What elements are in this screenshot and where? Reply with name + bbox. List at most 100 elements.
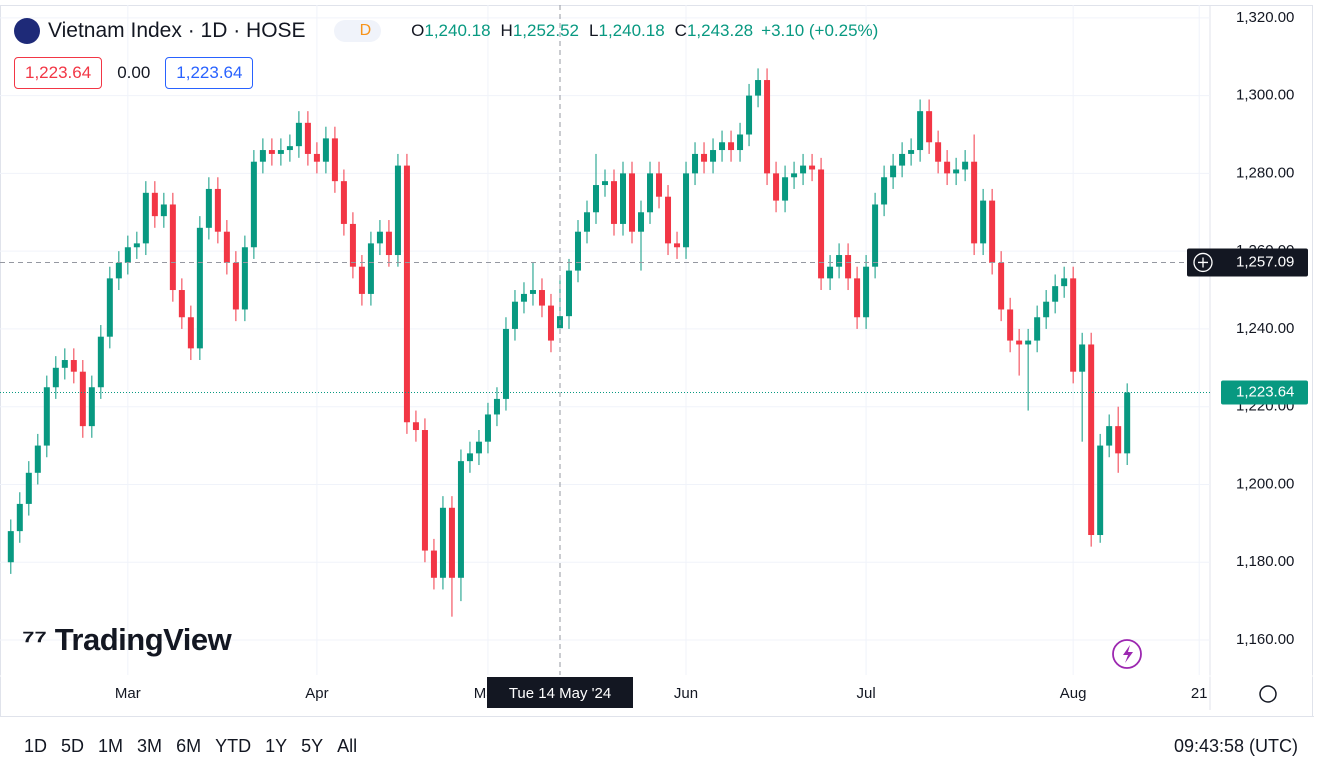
candle-body [178,290,185,318]
candle-body [133,243,140,248]
ohlc: O1,240.18 H1,252.52 L1,240.18 C1,243.28 [411,21,753,41]
candle-body [142,192,149,244]
candle-body [818,169,825,279]
candle-body [1034,317,1041,341]
chart: 1,160.001,180.001,200.001,220.001,240.00… [0,5,1313,716]
candle-body [52,367,59,388]
candle-body [602,181,608,186]
range-button[interactable]: All [337,735,358,756]
delay-badge[interactable]: D [333,20,382,42]
candle-body [322,138,329,162]
candle-body [196,227,203,349]
candle-body [160,204,167,217]
candle-body [872,204,879,267]
ohlc-value: 1,243.28 [686,21,754,40]
alert-bolt [1123,645,1133,663]
candle-body [304,122,311,154]
candle-body [538,290,545,306]
y-tick-label: 1,280.00 [1236,164,1294,181]
candle-body [151,192,158,217]
y-tick-label: 1,320.00 [1236,9,1294,26]
ohlc-item: C1,243.28 [675,21,753,41]
value-box[interactable]: 1,223.64 [14,57,103,89]
candle-body [998,262,1005,310]
symbol-title[interactable]: Vietnam Index · 1D · HOSE [48,19,306,42]
change: +3.10 (+0.25%) [761,21,879,40]
candle-body [79,371,86,427]
symbol-logo [14,18,40,44]
candle-body [800,165,807,174]
candle-body [764,80,771,174]
candle-body [1097,445,1104,536]
candle-body [980,200,987,244]
candle-body [448,507,455,578]
candle-body [484,414,491,442]
range-button[interactable]: 5Y [301,735,324,756]
y-tick-label: 1,300.00 [1236,87,1294,104]
candle-body [719,142,726,151]
range-button[interactable]: 1Y [265,735,288,756]
range-button[interactable]: 3M [137,735,163,756]
candle-body [88,387,95,427]
candle-body [1088,344,1095,536]
settings-icon [1259,685,1277,703]
candle-body [1043,301,1050,318]
candle-body [899,153,906,166]
x-tick-label: Mar [115,685,141,702]
candle-body [511,301,518,329]
crosshair-date-box [487,677,633,708]
candle-body [638,212,645,232]
range-button[interactable]: 1D [24,735,48,756]
candle-body [656,173,663,197]
candle-body [701,153,708,162]
candle-body [755,80,762,96]
candle-body [349,223,356,267]
candle-body [827,266,834,279]
candle-body [1052,286,1059,302]
range-button[interactable]: 6M [176,735,202,756]
alert-icon [1112,639,1142,669]
candle-body [647,173,654,213]
candle-body [475,441,482,454]
candle-body [232,262,239,310]
candle-body [782,177,789,201]
ohlc-value: 1,252.52 [512,21,580,40]
value-box[interactable]: 1,223.64 [165,57,254,89]
candle-body [1106,426,1113,446]
ohlc-value: 1,240.18 [424,21,491,40]
candle-body [16,503,23,532]
candle-body [385,231,392,256]
candle-body [421,430,428,551]
x-tick-label: Jul [856,685,875,702]
crosshair-price-label: 1,257.09 [1236,253,1294,270]
candle-body [295,122,302,147]
candle-body [169,204,176,291]
candle-body [881,177,888,205]
candle-body [692,153,699,174]
y-tick-label: 1,160.00 [1236,631,1294,648]
candle-body [944,161,951,174]
candle-body [565,270,572,317]
candle-body [611,181,618,224]
crosshair-price-box [1187,248,1308,277]
candle-body [592,185,599,213]
range-button[interactable]: 5D [61,735,85,756]
candle-body [115,262,122,279]
candle-body [935,142,942,162]
ohlc-item: O1,240.18 [411,21,490,41]
x-tick-label: Aug [1060,685,1087,702]
ohlc-key: O [411,21,425,40]
candle-body [971,161,978,244]
range-button[interactable]: YTD [215,735,252,756]
candle-body [331,138,338,182]
candle-body [962,161,969,170]
range-button[interactable]: 1M [98,735,124,756]
candle-body [34,445,41,473]
clock[interactable]: 09:43:58 (UTC) [1173,735,1298,756]
value-box[interactable]: 0.00 [117,63,151,82]
candle-body [989,200,996,263]
ohlc-key: L [589,21,599,40]
x-tick-label: Jun [674,685,698,702]
x-tick-label: 21 [1191,685,1208,702]
candle-body [97,336,104,388]
